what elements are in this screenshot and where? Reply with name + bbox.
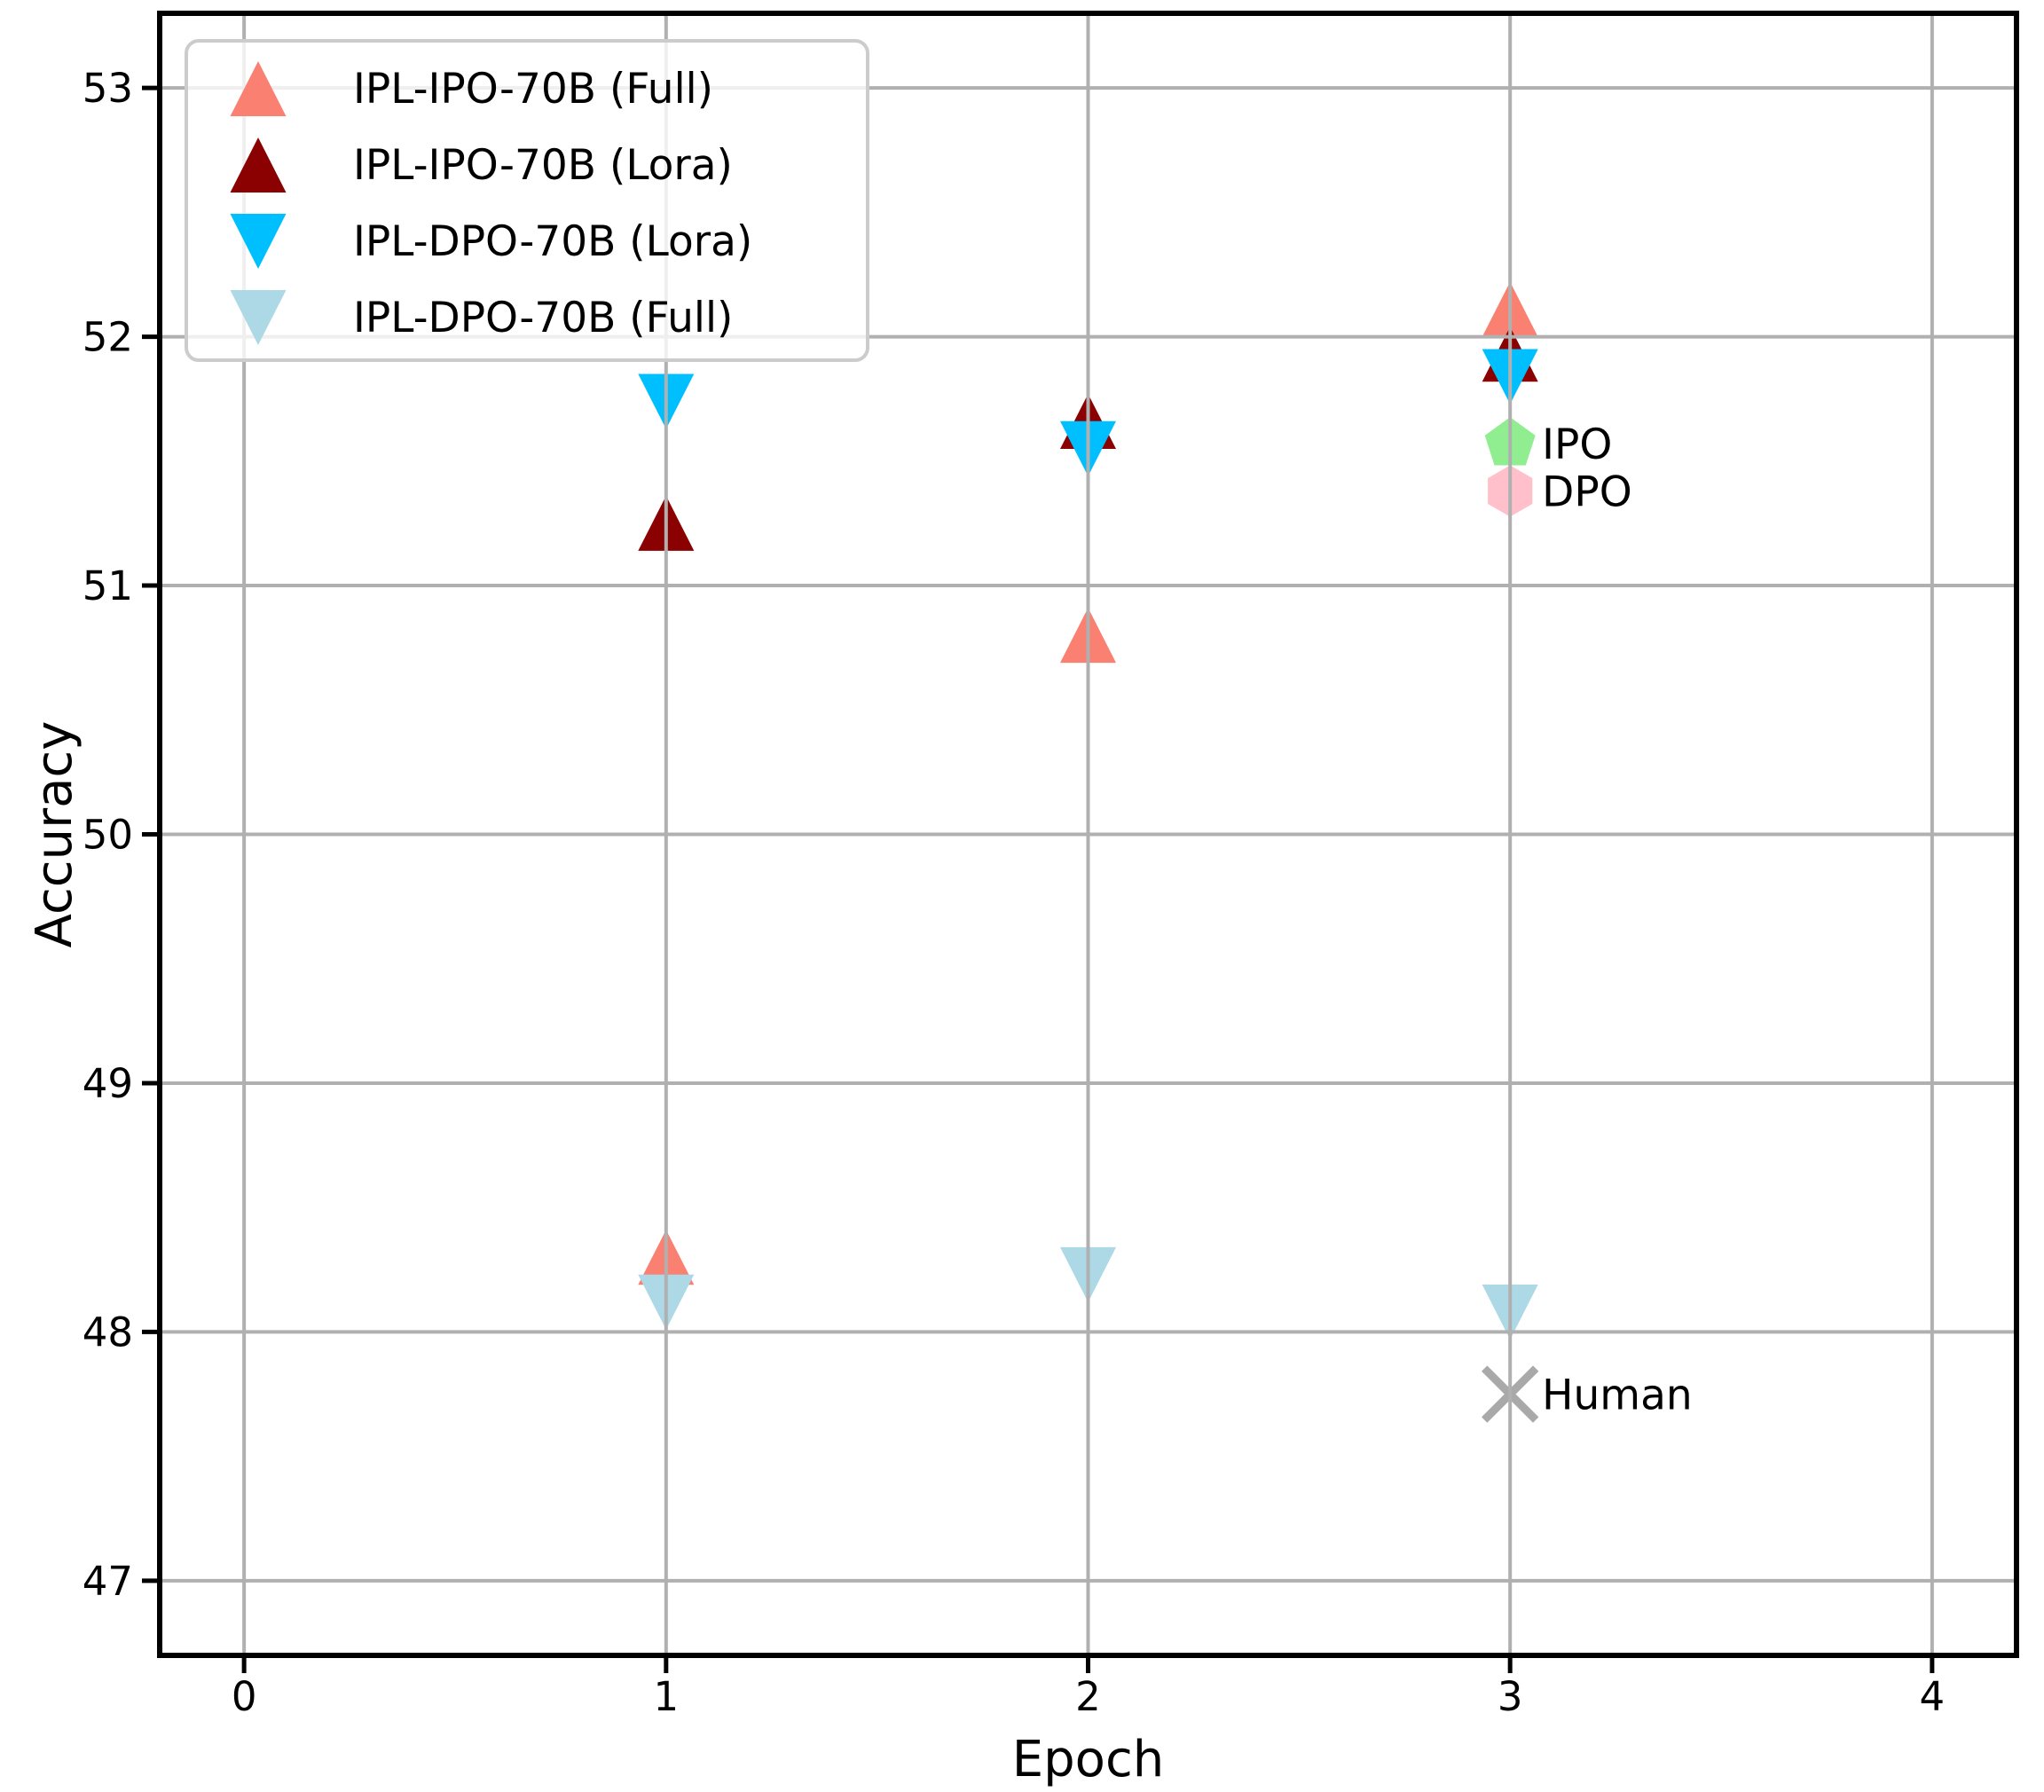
axes-layer: 0 1 2 3 4 47 48 49 50 51 52 53 Epoch Accuracy: [26, 11, 2019, 1788]
legend-box: [185, 39, 869, 362]
x-tick-label-0: 0: [232, 1673, 257, 1720]
y-tick-label-51: 51: [83, 562, 133, 609]
annotation-dpo: DPO: [1542, 468, 1632, 516]
x-axis-label: Epoch: [1012, 1731, 1164, 1788]
x-tick-label-1: 1: [653, 1673, 679, 1720]
legend-label-3: IPL-DPO-70B (Full): [353, 294, 733, 342]
triangle-down-marker-legend-2: [230, 214, 287, 269]
triangle-up-marker-legend-1: [230, 138, 287, 193]
annotation-ipo: IPO: [1542, 420, 1612, 469]
legend: IPL-IPO-70B (Full) IPL-IPO-70B (Lora) IPL-…: [185, 39, 869, 362]
legend-label-1: IPL-IPO-70B (Lora): [353, 141, 733, 190]
triangle-down-marker-legend-3: [230, 290, 287, 345]
annotation-human: Human: [1542, 1372, 1693, 1420]
legend-label-2: IPL-DPO-70B (Lora): [353, 217, 752, 266]
y-tick-label-50: 50: [83, 812, 133, 859]
y-tick-label-52: 52: [83, 314, 133, 361]
x-tick-label-2: 2: [1075, 1673, 1101, 1720]
y-tick-label-47: 47: [83, 1558, 133, 1605]
y-axis-label: Accuracy: [26, 721, 83, 948]
x-tick-label-4: 4: [1920, 1673, 1946, 1720]
triangle-up-marker-legend-0: [230, 61, 287, 116]
y-tick-label-49: 49: [83, 1060, 133, 1107]
x-tick-label-3: 3: [1498, 1673, 1523, 1720]
legend-label-0: IPL-IPO-70B (Full): [353, 65, 713, 114]
y-tick-label-53: 53: [83, 65, 133, 112]
y-tick-label-48: 48: [83, 1309, 133, 1356]
